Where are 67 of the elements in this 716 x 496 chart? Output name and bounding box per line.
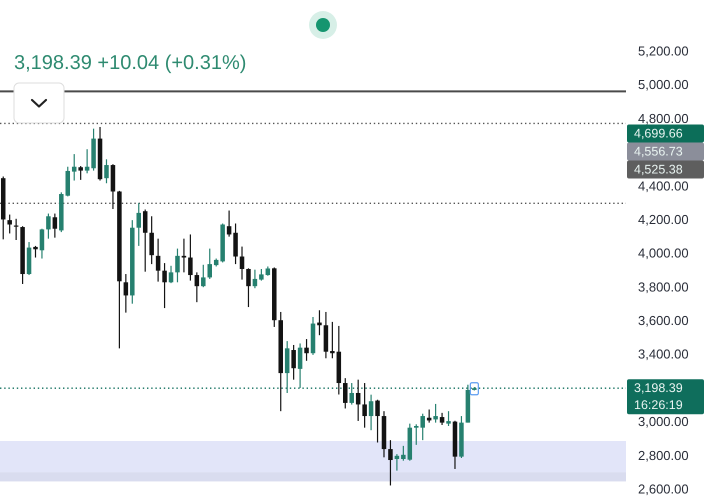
text: 4,699.66 [634,126,683,140]
candlestick [201,264,206,288]
candlestick [52,212,58,238]
candlestick [291,344,296,380]
candlestick [368,394,374,431]
y-tick-label: 5,000.00 [638,77,689,92]
candlestick [356,379,360,422]
text: 4,525.38 [634,162,683,176]
candlestick [426,408,432,424]
candlestick [168,265,174,284]
candlestick [33,245,38,258]
candlestick [388,440,393,486]
y-tick-label: 2,800.00 [638,448,689,463]
candlestick [433,403,438,424]
ref-line-label: 3,198.39 [634,381,683,396]
candlestick [104,158,109,184]
candlestick [414,424,419,446]
candlestick [7,214,12,234]
chart-subtitle: 3,198.39 +10.04 (+0.31%) [14,52,246,74]
candlestick [40,228,44,260]
y-tick-label: 4,400.00 [638,178,689,194]
candlestick [78,165,83,180]
candlestick [188,234,193,282]
y-tick-label: 3,000.00 [638,414,689,430]
candlestick [207,248,212,280]
candlestick [362,382,367,428]
candlestick [349,382,354,406]
y-tick-label: 4,800.00 [638,110,689,126]
y-tick-label: 2,600.00 [638,482,689,496]
candlestick [330,321,335,359]
text: 16:26:19 [634,398,683,412]
candlestick [46,212,51,240]
candlestick [446,410,451,427]
text: 4,556.73 [634,144,683,158]
candlestick [394,454,400,472]
candlestick [142,208,148,272]
candlestick [246,268,251,308]
candlestick [136,202,142,247]
candlestick [298,342,302,389]
y-tick-label: 4,200.00 [638,212,689,227]
candlestick [343,378,348,410]
candlestick [317,310,322,336]
candlestick [440,412,444,426]
candlestick [252,269,258,289]
candlestick [266,266,270,276]
y-tick-label: 3,400.00 [638,346,689,362]
candlestick [72,154,76,182]
candlestick [162,262,167,309]
y-tick-label: 4,000.00 [638,246,689,261]
candlestick [259,268,264,282]
candlestick [240,246,244,280]
candlestick [84,148,90,174]
y-tick-label: 5,200.00 [638,44,689,58]
candlestick [194,272,200,303]
candlestick [304,338,309,362]
candlestick [149,216,154,265]
candlestick [182,238,186,273]
y-tick-label: 3,600.00 [638,313,689,328]
candlestick [175,248,180,283]
candlestick [233,222,238,265]
candlestick [226,210,232,238]
candlestick [156,238,160,282]
candlestick [375,399,380,444]
candlestick [401,445,406,462]
y-tick-label: 3,800.00 [638,279,689,294]
candlestick [124,273,128,314]
candlestick [420,413,425,441]
